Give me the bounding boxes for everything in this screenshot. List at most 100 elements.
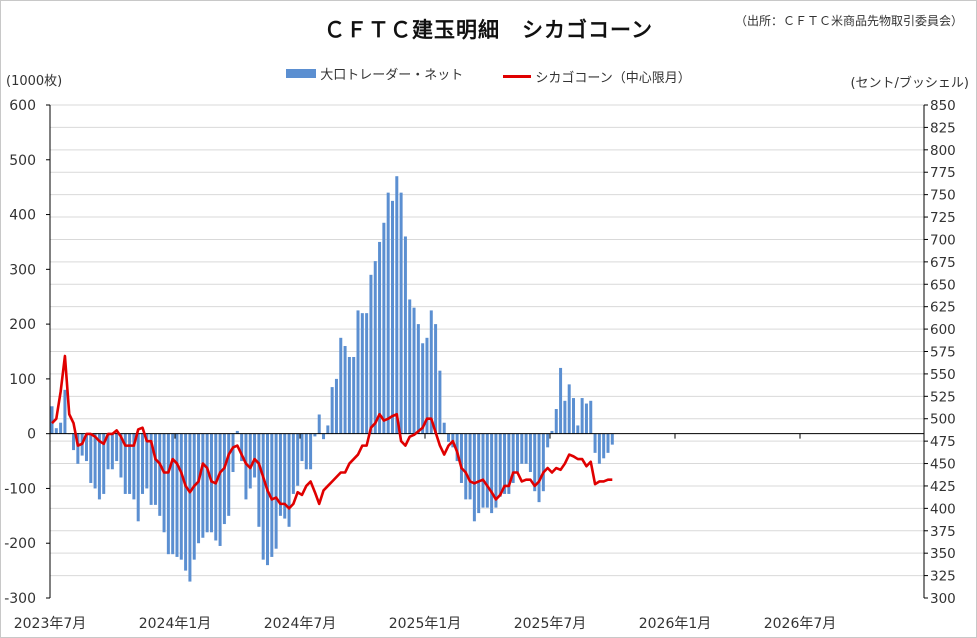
bar [511, 433, 515, 483]
bar [270, 433, 274, 557]
bar [119, 433, 123, 478]
bar [610, 433, 614, 445]
left-tick-label: 200 [9, 317, 36, 333]
bar [455, 433, 459, 462]
right-tick-label: 550 [930, 367, 956, 383]
bar [240, 433, 244, 462]
right-tick-label: 775 [930, 165, 956, 181]
left-tick-label: 400 [9, 208, 36, 224]
bar [334, 378, 338, 434]
bar [442, 422, 446, 434]
bar [257, 433, 261, 527]
right-tick-label: 850 [930, 98, 956, 114]
bar [253, 433, 257, 478]
right-tick-label: 300 [930, 591, 956, 607]
bar [317, 414, 321, 434]
bar [498, 433, 502, 497]
bar [141, 433, 145, 494]
bar [330, 387, 334, 434]
x-tick-label: 2026年7月 [764, 616, 837, 632]
left-tick-label: -200 [4, 536, 36, 552]
bar [425, 337, 429, 434]
right-tick-label: 525 [930, 389, 956, 405]
bar [136, 433, 140, 522]
bar [472, 433, 476, 522]
bar [76, 433, 80, 464]
right-axis-unit: (セント/ブッシェル) [850, 76, 969, 91]
bar [416, 324, 420, 434]
bar [158, 433, 162, 516]
left-tick-label: 500 [9, 153, 36, 169]
bar [274, 433, 278, 549]
left-tick-label: -300 [4, 591, 36, 607]
bar [447, 433, 451, 442]
bar [179, 433, 183, 560]
bar [421, 343, 425, 434]
bar [184, 433, 188, 571]
bar [149, 433, 153, 505]
bar [153, 433, 157, 505]
right-tick-label: 425 [930, 479, 956, 495]
bar [537, 433, 541, 503]
bar [248, 433, 252, 489]
bar [515, 433, 519, 473]
bar [89, 433, 93, 483]
x-tick-label: 2024年7月 [264, 616, 337, 632]
x-tick-label: 2024年1月 [139, 616, 212, 632]
bar [352, 356, 356, 434]
bar [322, 433, 326, 440]
bar [494, 433, 498, 508]
x-tick-label: 2023年7月 [14, 616, 87, 632]
legend-line-label: シカゴコーン（中心限月） [535, 71, 691, 86]
bar [386, 192, 390, 434]
bar [429, 310, 433, 434]
bar [395, 176, 399, 434]
bar [192, 433, 196, 560]
right-tick-label: 825 [930, 120, 956, 136]
right-tick-label: 725 [930, 210, 956, 226]
bar [403, 236, 407, 434]
bar [162, 433, 166, 533]
bar [106, 433, 110, 470]
bar [227, 433, 231, 516]
bar [365, 313, 369, 434]
bar [205, 433, 209, 533]
bar [266, 433, 269, 566]
bar [507, 433, 511, 494]
bar [546, 433, 550, 448]
bar [84, 433, 88, 462]
bar [102, 433, 106, 494]
right-tick-label: 450 [930, 457, 956, 473]
bar [218, 433, 222, 546]
bar [59, 422, 63, 434]
bar [347, 356, 351, 434]
left-tick-label: 600 [9, 98, 36, 114]
bar [326, 425, 330, 434]
bar [541, 433, 545, 492]
bar [468, 433, 472, 500]
bar [231, 433, 235, 473]
bar [580, 398, 584, 434]
bar [244, 433, 248, 500]
legend-item-bars: 大口トレーダー・ネット [286, 64, 463, 83]
x-tick-label: 2026年1月 [639, 616, 712, 632]
bar [576, 425, 580, 434]
right-tick-label: 375 [930, 524, 956, 540]
bar [209, 433, 213, 533]
right-tick-label: 750 [930, 188, 956, 204]
bar [464, 433, 468, 500]
bar [54, 428, 58, 434]
bar [110, 433, 114, 470]
bar [300, 433, 304, 462]
right-tick-label: 675 [930, 255, 956, 271]
bar [123, 433, 127, 494]
bar [390, 200, 394, 434]
bar [201, 433, 205, 538]
left-axis-ticks: -300 -200 -100 0 100 200 300 400 500 600 [4, 98, 50, 607]
bar [214, 433, 218, 541]
right-tick-label: 350 [930, 546, 956, 562]
right-tick-label: 700 [930, 232, 956, 248]
bar [50, 406, 54, 434]
bar [63, 389, 67, 434]
left-tick-label: -100 [4, 481, 36, 497]
